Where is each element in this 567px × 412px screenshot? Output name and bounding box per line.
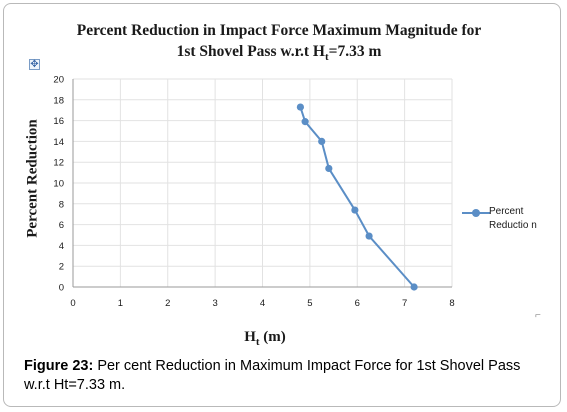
data-point-2 (318, 137, 326, 145)
chart-title-line2-subscript: t (325, 51, 329, 64)
y-tick-label-18: 18 (53, 95, 64, 106)
x-tick-label-2: 2 (165, 298, 170, 309)
resize-corner-icon[interactable]: ⌐ (535, 310, 541, 321)
y-tick-label-2: 2 (59, 262, 64, 273)
y-tick-label-12: 12 (53, 158, 64, 169)
x-tick-label-3: 3 (212, 298, 217, 309)
legend-marker-swatch (472, 209, 480, 217)
y-axis-label: Percent Reduction (24, 119, 41, 238)
legend-label: Percent Reductio n (489, 205, 549, 233)
chart-title: Percent Reduction in Impact Force Maximu… (40, 20, 518, 68)
data-point-3 (325, 164, 333, 173)
x-axis-label-subscript: t (255, 336, 260, 348)
legend-label-line1: Percent (489, 206, 524, 217)
chart-title-line2: 1st Shovel Pass w.r.t Ht=7.33 m (40, 41, 518, 68)
x-tick-label-1: 1 (118, 298, 123, 309)
data-point-1 (301, 118, 309, 126)
legend-label-line2: Reductio n (489, 220, 537, 231)
x-axis-label-unit: (m) (259, 329, 286, 345)
caption-label: Figure 23: (24, 358, 94, 374)
axes (72, 79, 452, 288)
y-tick-label-14: 14 (53, 137, 64, 148)
figure-frame (3, 3, 561, 407)
y-tick-label-4: 4 (59, 241, 64, 252)
chart-title-line2-text: 1st Shovel Pass w.r.t H (176, 43, 325, 60)
x-tick-label-6: 6 (355, 298, 360, 309)
data-point-0 (296, 103, 304, 111)
y-tick-label-20: 20 (53, 75, 64, 86)
grid-lines (73, 78, 453, 287)
x-tick-label-0: 0 (70, 298, 75, 309)
move-cross-icon[interactable]: ✥ (29, 59, 40, 70)
y-tick-label-0: 0 (59, 283, 64, 294)
y-tick-label-16: 16 (53, 116, 64, 127)
caption-text: Per cent Reduction in Maximum Impact For… (24, 358, 521, 393)
series-percent-reduction (296, 103, 418, 291)
data-point-6 (410, 283, 418, 291)
x-tick-label-5: 5 (307, 298, 312, 309)
x-axis-label-text: H (244, 329, 256, 345)
y-tick-label-6: 6 (59, 220, 64, 231)
data-point-5 (365, 232, 373, 240)
x-axis-label: Ht (m) (205, 329, 325, 348)
x-tick-label-8: 8 (449, 298, 454, 309)
legend: Percent Reductio n (462, 205, 552, 235)
data-point-4 (351, 206, 359, 214)
figure-caption: Figure 23: Per cent Reduction in Maximum… (24, 357, 549, 395)
y-tick-label-8: 8 (59, 199, 64, 210)
y-tick-label-10: 10 (53, 179, 64, 190)
x-tick-label-7: 7 (402, 298, 407, 309)
x-tick-label-4: 4 (260, 298, 265, 309)
chart-title-line1: Percent Reduction in Impact Force Maximu… (76, 22, 482, 39)
chart-title-line2-end: =7.33 m (328, 43, 382, 60)
